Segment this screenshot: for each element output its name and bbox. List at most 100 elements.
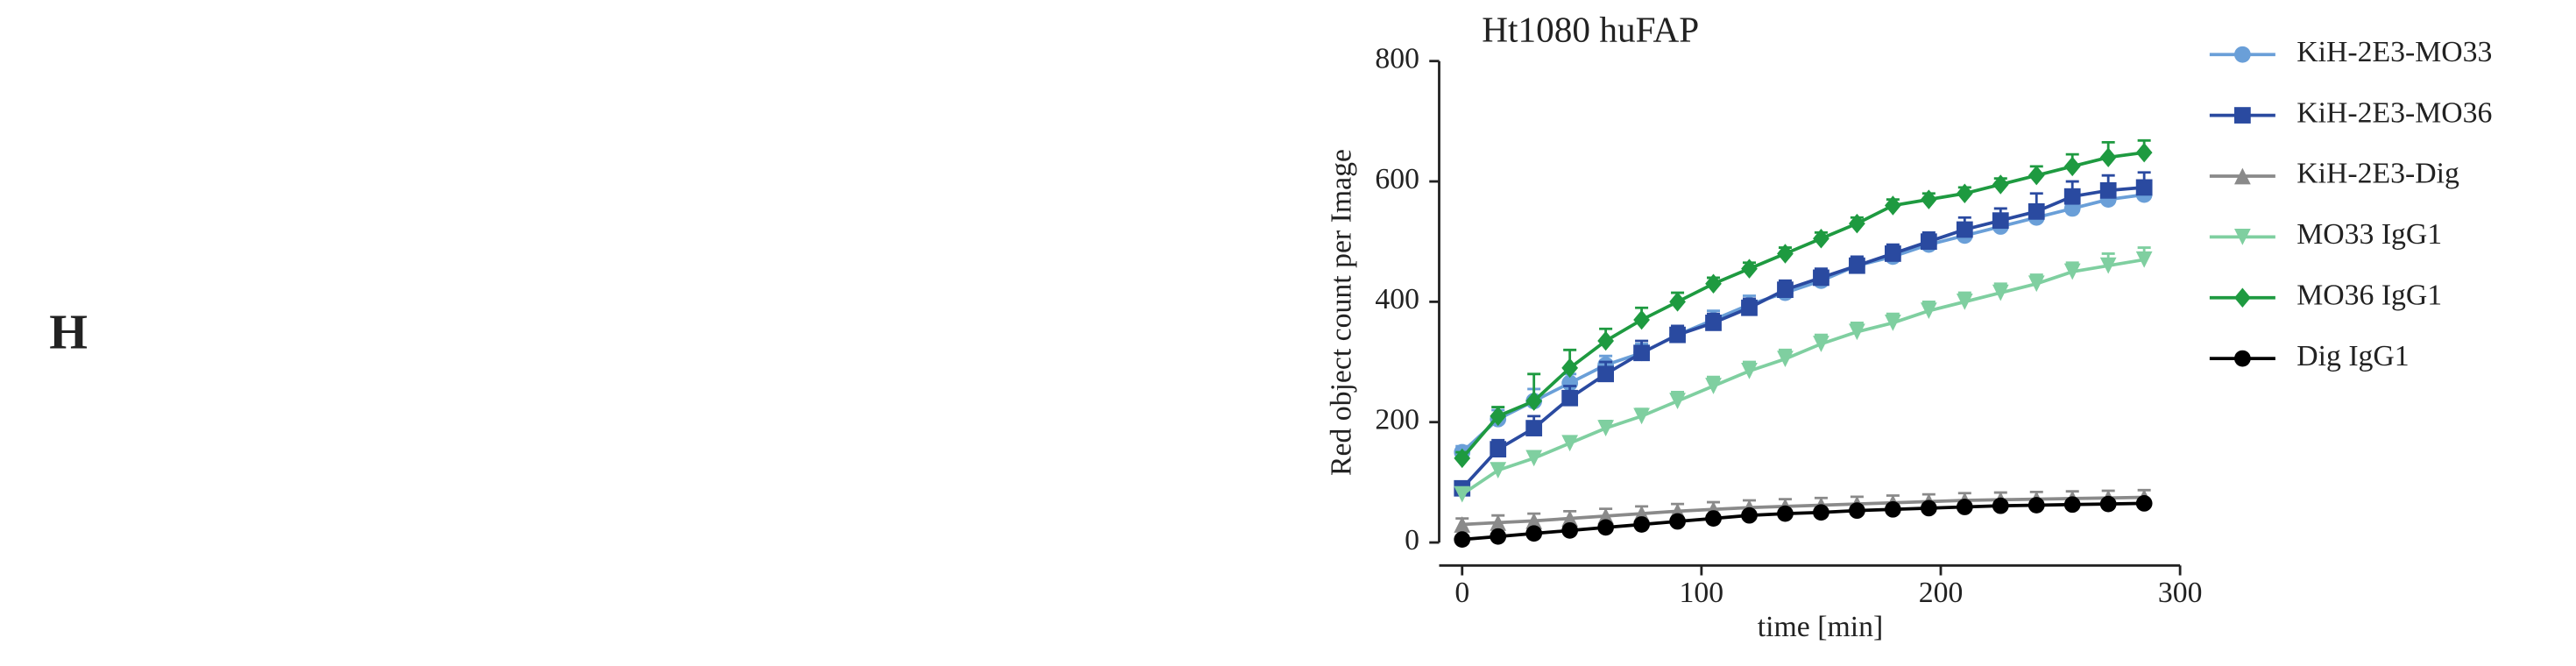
marker [2135, 179, 2153, 196]
marker [1885, 245, 1901, 262]
x-tick-label: 0 [1454, 577, 1469, 609]
marker [1777, 351, 1794, 367]
marker [1849, 257, 1865, 274]
marker [1920, 302, 1937, 320]
marker [1525, 420, 1543, 436]
marker [1454, 531, 1471, 549]
legend-label: MO36 IgG1 [2296, 279, 2442, 311]
marker [1849, 502, 1865, 520]
marker [1561, 389, 1579, 407]
legend-label: MO33 IgG1 [2296, 218, 2442, 251]
marker [1920, 233, 1937, 251]
marker [2234, 167, 2251, 185]
marker [2063, 188, 2081, 205]
x-tick-label: 300 [2158, 577, 2203, 609]
marker [1561, 521, 1579, 539]
marker [1490, 514, 1507, 531]
marker [1633, 309, 1650, 330]
marker [1777, 505, 1794, 522]
marker [2028, 202, 2045, 220]
marker [1956, 294, 1973, 310]
y-tick-label: 200 [1375, 403, 1419, 436]
marker [1633, 344, 1650, 362]
marker [1490, 462, 1507, 479]
marker [1597, 507, 1614, 525]
marker [1920, 189, 1937, 209]
panel-label: H [49, 306, 88, 360]
marker [1454, 516, 1471, 533]
marker [1633, 516, 1650, 533]
marker [1920, 499, 1937, 517]
marker [1705, 510, 1722, 527]
marker [1561, 358, 1579, 379]
marker [2234, 107, 2251, 124]
series-line [1461, 186, 2145, 490]
marker [1490, 441, 1507, 457]
chart-title: Ht1080 huFAP [1482, 9, 1699, 49]
marker [1525, 391, 1543, 411]
marker [1885, 500, 1901, 518]
marker [1813, 269, 1829, 287]
marker [1992, 497, 2009, 514]
marker [2234, 46, 2251, 63]
marker [2063, 263, 2081, 280]
marker [1956, 499, 1973, 515]
marker [1561, 510, 1579, 527]
marker [1813, 336, 1829, 352]
marker [1525, 512, 1543, 529]
marker [1992, 284, 2009, 301]
marker [2099, 495, 2117, 513]
marker [2234, 350, 2251, 367]
x-tick-label: 200 [1919, 577, 1964, 609]
marker [1669, 326, 1686, 344]
marker [1669, 292, 1686, 312]
marker [2099, 257, 2117, 274]
marker [2063, 156, 2081, 177]
marker [2135, 251, 2153, 268]
marker [1597, 519, 1614, 536]
marker [1561, 435, 1579, 452]
marker [2028, 165, 2045, 186]
marker [1525, 525, 1543, 542]
marker [1525, 450, 1543, 467]
marker [1669, 393, 1686, 410]
series-line [1461, 151, 2145, 460]
marker [1885, 195, 1901, 216]
marker [1849, 323, 1865, 341]
series-line [1461, 193, 2145, 454]
marker [2028, 275, 2045, 293]
marker [1956, 183, 1973, 204]
y-tick-label: 600 [1375, 163, 1419, 195]
marker [1597, 420, 1614, 436]
y-axis-label: Red object count per Image [1326, 149, 1358, 476]
series-line [1461, 495, 2145, 527]
marker [2234, 228, 2251, 245]
marker [1813, 504, 1829, 521]
marker [2135, 495, 2153, 512]
marker [1741, 507, 1758, 524]
marker [2099, 147, 2117, 167]
x-axis-label: time [min] [1758, 611, 1883, 643]
marker [1777, 244, 1794, 264]
marker [1992, 212, 2009, 230]
marker [2063, 496, 2081, 514]
marker [1597, 330, 1614, 351]
marker [1741, 259, 1758, 279]
legend-label: KiH-2E3-MO33 [2296, 36, 2492, 68]
marker [1490, 528, 1507, 545]
marker [2234, 287, 2251, 308]
x-tick-label: 100 [1680, 577, 1724, 609]
marker [2028, 497, 2045, 514]
marker [1849, 213, 1865, 234]
y-tick-label: 800 [1375, 42, 1419, 74]
marker [1956, 221, 1973, 238]
legend-label: KiH-2E3-Dig [2296, 158, 2459, 190]
marker [1490, 406, 1507, 427]
marker [1992, 174, 2009, 195]
marker [1454, 485, 1471, 503]
marker [1777, 281, 1794, 299]
marker [1741, 299, 1758, 316]
marker [1669, 513, 1686, 530]
